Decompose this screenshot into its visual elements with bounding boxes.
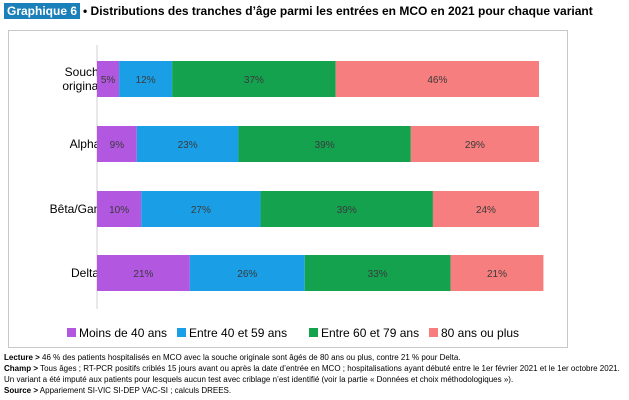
data-label: 26%	[237, 269, 257, 280]
bar-segment	[97, 61, 120, 97]
bar-segment	[172, 61, 336, 97]
bar-segment	[410, 126, 539, 162]
data-label: 24%	[476, 205, 496, 216]
data-label: 33%	[368, 269, 388, 280]
data-label: 9%	[110, 140, 125, 151]
bar-segment	[304, 255, 451, 291]
bar-segment	[136, 126, 239, 162]
figure-badge: Graphique 6	[4, 3, 81, 19]
note-champ-text: Tous âges ; RT-PCR positifs criblés 15 j…	[4, 364, 620, 384]
bar-segment	[97, 126, 137, 162]
bar-segment	[97, 191, 142, 227]
note-source-text: Appariement SI-VIC SI-DEP VAC-SI ; calcu…	[39, 386, 232, 395]
category-label: Alpha	[70, 137, 101, 151]
data-label: 10%	[109, 205, 129, 216]
legend-swatch	[309, 328, 318, 337]
note-source-label: Source >	[4, 386, 39, 395]
note-lecture-text: 46 % des patients hospitalisés en MCO av…	[42, 353, 461, 362]
data-label: 37%	[244, 75, 264, 86]
chart-frame: Souche originale 5% 12% 37% 46% Alpha 9% 23% 39% 2…	[8, 30, 568, 348]
note-champ: Champ > Tous âges ; RT-PCR positifs crib…	[4, 363, 624, 385]
data-label: 27%	[191, 205, 211, 216]
data-label: 29%	[465, 140, 485, 151]
bar-segment	[97, 255, 190, 291]
bar-segment	[189, 255, 305, 291]
note-lecture: Lecture > 46 % des patients hospitalisés…	[4, 352, 624, 363]
data-label: 21%	[133, 269, 153, 280]
legend-swatch	[67, 328, 76, 337]
data-label: 46%	[427, 75, 447, 86]
data-label: 21%	[487, 269, 507, 280]
note-source: Source > Appariement SI-VIC SI-DEP VAC-S…	[4, 385, 624, 396]
chart-notes: Lecture > 46 % des patients hospitalisés…	[4, 352, 624, 396]
legend-label: Moins de 40 ans	[79, 326, 167, 340]
note-lecture-label: Lecture >	[4, 353, 40, 362]
chart-title-line: Graphique 6 • Distributions des tranches …	[4, 3, 593, 19]
data-label: 12%	[136, 75, 156, 86]
legend-label: Entre 40 et 59 ans	[189, 326, 287, 340]
legend-label: Entre 60 et 79 ans	[321, 326, 419, 340]
bar-segment	[432, 191, 539, 227]
note-champ-label: Champ >	[4, 364, 39, 373]
category-label: Souche	[65, 65, 106, 79]
bar-segment	[141, 191, 261, 227]
category-label: Delta	[71, 266, 99, 280]
data-label: 23%	[178, 140, 198, 151]
bar-segment	[119, 61, 173, 97]
bar-segment	[260, 191, 433, 227]
data-label: 39%	[315, 140, 335, 151]
category-label: originale	[62, 79, 108, 93]
bar-segment	[450, 255, 544, 291]
legend-swatch	[177, 328, 186, 337]
data-label: 5%	[101, 75, 116, 86]
data-label: 39%	[337, 205, 357, 216]
bar-segment	[238, 126, 411, 162]
legend-label: 80 ans ou plus	[441, 326, 519, 340]
legend-swatch	[429, 328, 438, 337]
chart-title: • Distributions des tranches d’âge parmi…	[83, 4, 593, 18]
bar-segment	[335, 61, 539, 97]
